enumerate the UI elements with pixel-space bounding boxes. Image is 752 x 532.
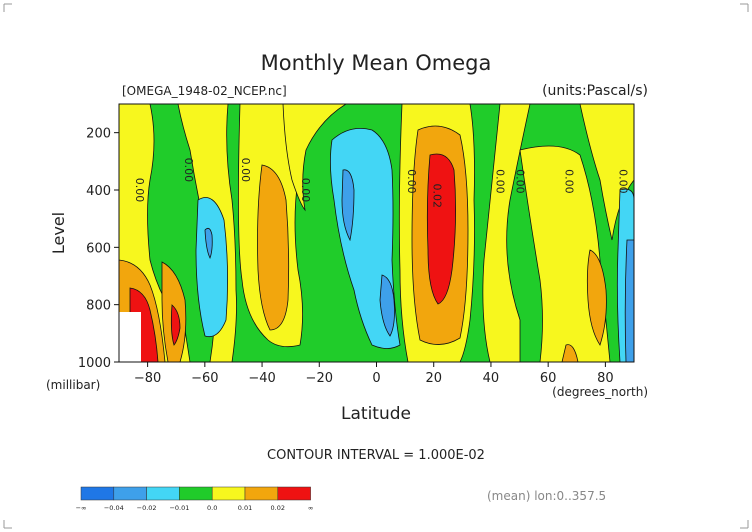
x-axis-units: (degrees_north) bbox=[552, 385, 648, 399]
chart-title: Monthly Mean Omega bbox=[261, 51, 492, 75]
y-axis-label: Level bbox=[49, 212, 68, 254]
y-axis: 200 400 600 800 1000 bbox=[78, 127, 119, 371]
contour-field bbox=[119, 104, 634, 362]
colorbar-label: 0.0 bbox=[207, 504, 217, 512]
colorbar-label: −0.04 bbox=[104, 504, 124, 512]
contour-label: 0.00 bbox=[405, 169, 418, 194]
file-label: [OMEGA_1948-02_NCEP.nc] bbox=[122, 84, 287, 98]
y-tick-label: 1000 bbox=[78, 356, 111, 371]
south-red-cell bbox=[170, 304, 181, 346]
yellow-column-3 bbox=[282, 104, 350, 212]
colorbar-label: −∞ bbox=[76, 504, 87, 512]
x-tick-label: 60 bbox=[540, 371, 557, 386]
x-tick-label: −20 bbox=[306, 371, 333, 386]
blue-core-2 bbox=[379, 274, 395, 337]
orange-cell-highnorth bbox=[586, 249, 607, 346]
x-tick-label: 20 bbox=[425, 371, 442, 386]
orange-cell-base bbox=[561, 344, 579, 362]
contour-interval-text: CONTOUR INTERVAL = 1.000E-02 bbox=[267, 448, 485, 463]
y-tick-label: 200 bbox=[86, 127, 111, 142]
colorbar-swatch bbox=[80, 486, 115, 501]
y-tick-label: 400 bbox=[86, 184, 111, 199]
x-tick-label: 40 bbox=[483, 371, 500, 386]
contour-label: 0.00 bbox=[299, 178, 312, 203]
colorbar-swatch bbox=[244, 486, 279, 501]
colorbar-label: −0.02 bbox=[137, 504, 157, 512]
contour-label: 0.00 bbox=[239, 158, 252, 183]
cyan-column-1 bbox=[195, 197, 228, 338]
yellow-column-midnorth bbox=[482, 104, 531, 362]
x-axis-label: Latitude bbox=[341, 404, 411, 424]
contour-labels: 0.00 0.00 0.00 0.00 0.00 0.02 0.00 0.00 0.00 0.00 bbox=[133, 158, 630, 208]
colorbar-swatch bbox=[179, 486, 213, 501]
colorbar-label: 0.02 bbox=[271, 504, 285, 512]
colorbar: −∞ −0.04 −0.02 −0.01 0.0 0.01 0.02 ∞ bbox=[76, 486, 313, 512]
y-axis-units: (millibar) bbox=[46, 378, 100, 392]
colorbar-swatch bbox=[277, 486, 311, 501]
contour-label: 0.00 bbox=[133, 178, 146, 203]
colorbar-label: 0.01 bbox=[238, 504, 252, 512]
blue-core-1 bbox=[341, 169, 355, 242]
contour-label: 0.00 bbox=[617, 169, 630, 194]
red-core-ntrop bbox=[426, 153, 456, 305]
missing-data-patch bbox=[119, 312, 141, 362]
x-tick-label: 80 bbox=[597, 371, 614, 386]
blue-column-polar bbox=[624, 239, 634, 362]
contour-label: 0.00 bbox=[562, 169, 575, 194]
x-tick-label: −40 bbox=[248, 371, 275, 386]
yellow-column-highnorth bbox=[519, 145, 611, 362]
colorbar-swatch bbox=[146, 486, 180, 501]
mean-text: (mean) lon:0..357.5 bbox=[487, 489, 606, 503]
x-tick-label: −80 bbox=[134, 371, 161, 386]
x-tick-label: 0 bbox=[372, 371, 380, 386]
contour-label: 0.00 bbox=[494, 169, 507, 194]
colorbar-swatch bbox=[113, 486, 147, 501]
colorbar-label: −0.01 bbox=[169, 504, 189, 512]
y-tick-label: 800 bbox=[86, 299, 111, 314]
x-tick-label: −60 bbox=[191, 371, 218, 386]
contour-label: 0.00 bbox=[182, 158, 195, 183]
units-label: (units:Pascal/s) bbox=[542, 83, 648, 99]
crop-marks bbox=[3, 3, 749, 529]
blue-column-1 bbox=[204, 227, 213, 260]
colorbar-label: ∞ bbox=[308, 504, 313, 512]
colorbar-swatch bbox=[211, 486, 246, 501]
contour-label: 0.00 bbox=[514, 169, 527, 194]
x-axis: −80 −60 −40 −20 0 20 40 60 80 bbox=[134, 362, 614, 386]
contour-label: 0.02 bbox=[431, 183, 444, 208]
orange-column-2 bbox=[257, 164, 290, 331]
y-tick-label: 600 bbox=[86, 241, 111, 256]
